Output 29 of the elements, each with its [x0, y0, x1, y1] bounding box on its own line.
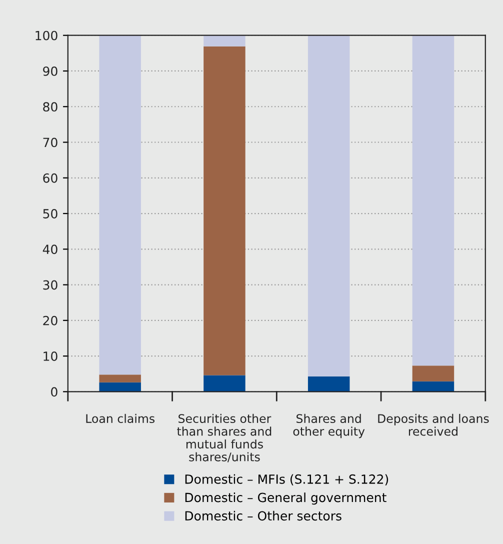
y-tick-label: 30 [43, 280, 58, 290]
bar [308, 376, 350, 392]
bar [308, 35, 350, 376]
x-tick-label: Deposits and loans received [378, 414, 489, 436]
bar [204, 35, 246, 46]
y-tick-label: 40 [42, 244, 58, 254]
bar [99, 35, 141, 375]
y-tick-label: 80 [43, 102, 58, 112]
y-tick-label: 50 [43, 208, 58, 218]
legend-label: Domestic – MFIs (S.121 + S.122) [185, 474, 388, 486]
y-tick-label: 60 [43, 173, 58, 183]
bar [412, 35, 454, 366]
legend-label: Domestic – General government [185, 492, 386, 505]
legend-label: Domestic – Other sectors [185, 510, 342, 521]
y-tick-label: 20 [43, 316, 58, 326]
bar [99, 374, 141, 382]
bar [204, 375, 246, 392]
y-tick-label: 0 [51, 387, 58, 397]
x-tick-label: Securities other than shares and mutual funds shares/units [177, 414, 272, 462]
y-tick-label: 90 [43, 66, 58, 76]
y-tick-label: 70 [43, 138, 58, 148]
y-tick-label: 100 [36, 30, 58, 40]
y-tick-label: 10 [44, 352, 58, 361]
bar [204, 46, 246, 376]
x-tick-label: Shares and other equity [293, 414, 365, 438]
bar [99, 382, 141, 392]
bar [412, 381, 454, 392]
x-tick-label: Loan claims [86, 414, 155, 424]
bar [412, 366, 454, 382]
